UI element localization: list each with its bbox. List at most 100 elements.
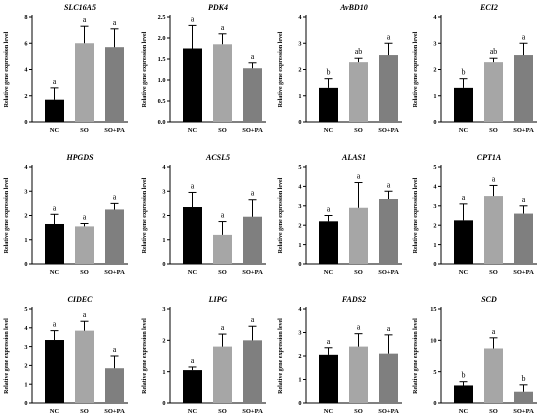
x-category-label: NC	[459, 127, 469, 134]
significance-letter: b	[462, 371, 466, 380]
y-axis-label: Relative gene expression level	[4, 31, 10, 107]
bar-nc	[183, 48, 202, 122]
y-tick-label: 2.0	[158, 35, 166, 42]
x-category-label: SO+PA	[513, 269, 534, 276]
y-tick-label: 0	[162, 400, 165, 407]
bar-nc	[319, 221, 338, 264]
significance-letter: a	[387, 324, 391, 333]
y-tick-label: 0	[298, 119, 301, 126]
y-tick-label: 3	[298, 40, 301, 47]
y-axis-label: Relative gene expression level	[413, 31, 419, 107]
bar-nc	[454, 385, 473, 403]
y-tick-label: 2	[298, 353, 301, 360]
y-tick-label: 2	[162, 213, 165, 220]
chart-title: ECI2	[479, 3, 498, 12]
y-tick-label: 3	[433, 203, 436, 210]
x-category-label: NC	[459, 408, 469, 415]
y-axis-label: Relative gene expression level	[278, 31, 284, 107]
y-tick-label: 8	[24, 14, 27, 21]
x-category-label: NC	[188, 127, 198, 134]
chart-panel-acsl5: ACSL5 Relative gene expression level 0 1 2 3 4…	[142, 153, 266, 276]
significance-letter: a	[191, 14, 195, 23]
chart-title: CIDEC	[68, 295, 94, 304]
y-tick-label: 3	[433, 40, 436, 47]
chart-title: SCD	[481, 295, 497, 304]
significance-letter: a	[251, 52, 255, 61]
bar-nc	[319, 87, 338, 122]
significance-letter: a	[191, 181, 195, 190]
y-tick-label: 0	[24, 119, 27, 126]
y-tick-label: 4	[298, 306, 302, 313]
bar-so-pa	[514, 391, 533, 403]
bar-so-pa	[243, 340, 262, 403]
chart-panel-eci2: ECI2 Relative gene expression level 0 1 2 3 4 b…	[413, 3, 537, 134]
chart-title: FADS2	[341, 295, 366, 304]
y-tick-label: 1.0	[158, 77, 166, 84]
x-category-label: SO	[80, 269, 89, 276]
significance-letter: a	[221, 23, 225, 32]
y-tick-label: 2	[298, 222, 301, 229]
chart-panel-avbd10: AvBD10 Relative gene expression level 0 1 2 3…	[278, 3, 402, 134]
y-tick-label: 4	[24, 164, 28, 171]
y-tick-label: 3	[298, 330, 301, 337]
y-tick-label: 3	[24, 188, 27, 195]
significance-letter: a	[83, 15, 87, 24]
x-category-label: SO	[354, 408, 363, 415]
significance-letter: a	[522, 195, 526, 204]
chart-panel-alas1: ALAS1 Relative gene expression level 0 1 2 3 4…	[278, 153, 402, 276]
bar-so-pa	[514, 55, 533, 122]
significance-letter: a	[221, 323, 225, 332]
significance-letter: a	[113, 345, 117, 354]
significance-letter: b	[327, 68, 331, 77]
bar-so-pa	[243, 68, 262, 122]
significance-letter: b	[462, 68, 466, 77]
significance-letter: a	[251, 315, 255, 324]
x-category-label: SO+PA	[242, 408, 263, 415]
y-tick-label: 2	[24, 93, 27, 100]
significance-letter: ab	[490, 47, 498, 56]
y-tick-label: 5	[433, 164, 436, 171]
y-tick-label: 2	[433, 222, 436, 229]
y-axis-label: Relative gene expression level	[4, 177, 10, 253]
bar-so	[75, 226, 94, 264]
significance-letter: a	[251, 189, 255, 198]
bar-so-pa	[379, 353, 398, 403]
x-category-label: NC	[50, 127, 60, 134]
significance-letter: a	[83, 213, 87, 222]
significance-letter: a	[387, 32, 391, 41]
significance-letter: ab	[355, 47, 363, 56]
chart-title: SLC16A5	[64, 3, 96, 12]
x-category-label: SO+PA	[513, 408, 534, 415]
x-category-label: SO+PA	[378, 269, 399, 276]
chart-title: PDK4	[208, 3, 228, 12]
chart-panel-fads2: FADS2 Relative gene expression level 0 1 2 3 4…	[278, 295, 402, 415]
bar-so-pa	[514, 213, 533, 264]
y-axis-label: Relative gene expression level	[142, 31, 148, 107]
chart-title: CPT1A	[477, 153, 502, 162]
bar-nc	[183, 207, 202, 264]
y-tick-label: 5	[298, 164, 301, 171]
significance-letter: a	[492, 327, 496, 336]
y-tick-label: 2	[298, 67, 301, 74]
y-tick-label: 15	[430, 306, 436, 313]
bar-so	[75, 330, 94, 403]
bar-so	[75, 43, 94, 122]
bar-so-pa	[105, 47, 124, 122]
y-tick-label: 0	[433, 261, 436, 268]
x-category-label: NC	[188, 269, 198, 276]
y-tick-label: 0.0	[158, 119, 166, 126]
y-tick-label: 1	[162, 237, 165, 244]
y-tick-label: 1	[162, 369, 165, 376]
bar-so-pa	[379, 55, 398, 122]
bar-so	[484, 62, 503, 122]
y-tick-label: 0	[24, 400, 27, 407]
y-tick-label: 1	[298, 93, 301, 100]
y-tick-label: 1	[433, 93, 436, 100]
y-tick-label: 0	[298, 261, 301, 268]
bar-so-pa	[105, 209, 124, 264]
chart-title: LIPG	[208, 295, 228, 304]
bar-nc	[319, 354, 338, 403]
significance-letter: a	[83, 310, 87, 319]
